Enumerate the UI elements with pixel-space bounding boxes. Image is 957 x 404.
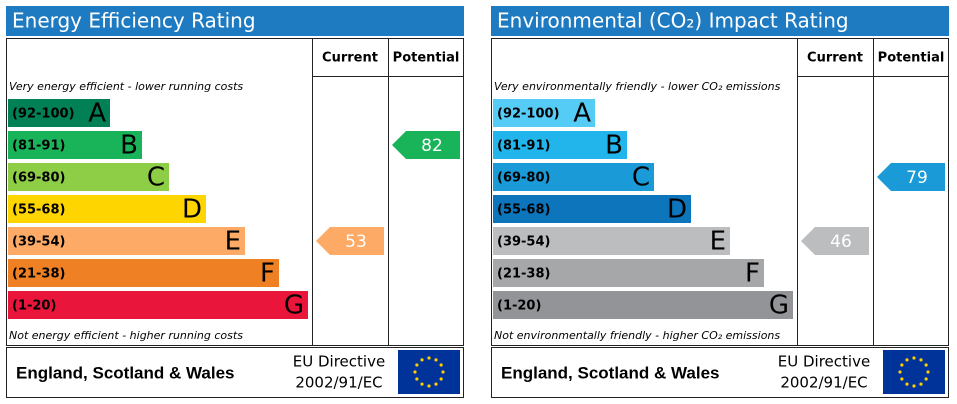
- eu-star: [898, 370, 902, 374]
- band-letter: G: [769, 291, 789, 321]
- band-letter: B: [605, 131, 623, 161]
- rating-value: 79: [906, 168, 928, 188]
- rating-band: [8, 131, 142, 159]
- rating-arrow: [801, 227, 869, 255]
- band-range: (1-20): [12, 299, 56, 314]
- eu-star: [924, 363, 928, 367]
- band-range: (21-38): [12, 267, 65, 282]
- band-range: (55-68): [497, 203, 550, 218]
- top-note: Very energy efficient - lower running co…: [9, 80, 243, 93]
- footer-directive: EU Directive: [778, 353, 870, 371]
- rating-band: [8, 163, 169, 191]
- eu-star: [912, 384, 916, 388]
- rating-band: [493, 195, 691, 223]
- rating-band: [493, 131, 627, 159]
- footer-region: England, Scotland & Wales: [16, 363, 235, 382]
- column-header: Current: [807, 51, 863, 66]
- rating-band: [8, 227, 245, 255]
- rating-band: [8, 195, 206, 223]
- column-header: Potential: [393, 51, 460, 66]
- eu-star: [900, 377, 904, 381]
- eu-star: [427, 356, 431, 360]
- eu-star: [413, 370, 417, 374]
- chart-title: Environmental (CO₂) Impact Rating: [497, 9, 849, 33]
- eu-star: [420, 358, 424, 362]
- rating-band: [493, 227, 730, 255]
- band-range: (39-54): [12, 235, 65, 250]
- rating-arrow: [877, 163, 945, 191]
- eu-star: [926, 370, 930, 374]
- eu-star: [919, 358, 923, 362]
- band-letter: C: [147, 163, 165, 193]
- chart-title: Energy Efficiency Rating: [12, 9, 256, 33]
- band-range: (69-80): [497, 171, 550, 186]
- column-header: Potential: [878, 51, 945, 66]
- footer-directive: 2002/91/EC: [295, 374, 382, 392]
- rating-arrow: [392, 131, 460, 159]
- eu-star: [427, 384, 431, 388]
- footer-box: [491, 347, 949, 398]
- band-range: (81-91): [497, 139, 550, 154]
- rating-value: 46: [830, 232, 852, 252]
- rating-arrow: [316, 227, 384, 255]
- rating-band: [493, 163, 654, 191]
- title-bar: [491, 6, 949, 36]
- band-letter: G: [284, 291, 304, 321]
- rating-value: 53: [345, 232, 367, 252]
- band-range: (21-38): [497, 267, 550, 282]
- band-range: (1-20): [497, 299, 541, 314]
- band-letter: D: [667, 195, 687, 225]
- eu-star: [415, 377, 419, 381]
- band-letter: F: [745, 259, 760, 289]
- eu-star: [439, 363, 443, 367]
- eu-star: [434, 382, 438, 386]
- footer-region: England, Scotland & Wales: [501, 363, 720, 382]
- band-letter: D: [182, 195, 202, 225]
- footer-box: [6, 347, 464, 398]
- rating-band: [493, 99, 595, 127]
- band-letter: E: [225, 227, 241, 257]
- band-range: (92-100): [497, 107, 560, 122]
- eu-star: [441, 370, 445, 374]
- eu-star: [420, 382, 424, 386]
- rating-band: [8, 259, 279, 287]
- bottom-note: Not environmentally friendly - higher CO…: [494, 329, 780, 342]
- band-range: (92-100): [12, 107, 75, 122]
- rating-band: [8, 99, 110, 127]
- eu-star: [905, 358, 909, 362]
- band-range: (69-80): [12, 171, 65, 186]
- eu-star: [912, 356, 916, 360]
- bottom-note: Not energy efficient - higher running co…: [9, 329, 243, 342]
- eu-star: [415, 363, 419, 367]
- eu-star: [924, 377, 928, 381]
- rating-box: [6, 38, 464, 346]
- band-letter: B: [120, 131, 138, 161]
- rating-value: 82: [421, 136, 443, 156]
- column-header: Current: [322, 51, 378, 66]
- top-note: Very environmentally friendly - lower CO…: [494, 80, 781, 93]
- band-letter: E: [710, 227, 726, 257]
- band-letter: C: [632, 163, 650, 193]
- footer-directive: 2002/91/EC: [780, 374, 867, 392]
- rating-box: [491, 38, 949, 346]
- band-range: (55-68): [12, 203, 65, 218]
- eu-star: [434, 358, 438, 362]
- rating-band: [493, 259, 764, 287]
- band-letter: F: [260, 259, 275, 289]
- eu-star: [905, 382, 909, 386]
- rating-band: [8, 291, 308, 319]
- band-range: (39-54): [497, 235, 550, 250]
- band-range: (81-91): [12, 139, 65, 154]
- eu-star: [439, 377, 443, 381]
- eu-star: [900, 363, 904, 367]
- rating-band: [493, 291, 793, 319]
- band-letter: A: [88, 99, 106, 129]
- footer-directive: EU Directive: [293, 353, 385, 371]
- title-bar: [6, 6, 464, 36]
- eu-star: [919, 382, 923, 386]
- band-letter: A: [573, 99, 591, 129]
